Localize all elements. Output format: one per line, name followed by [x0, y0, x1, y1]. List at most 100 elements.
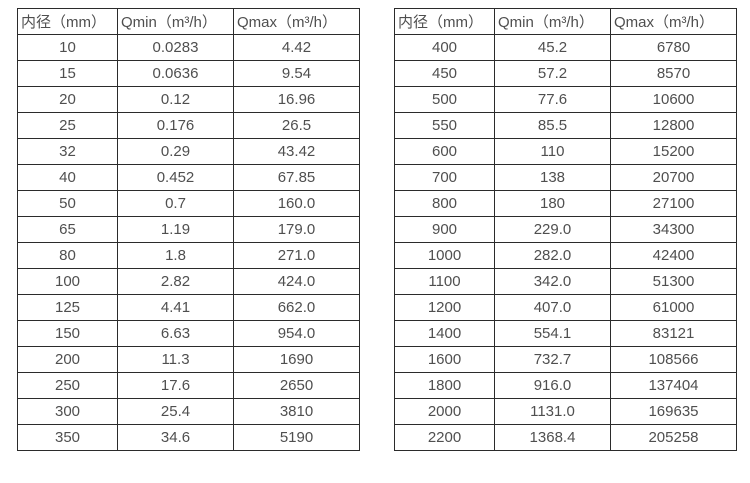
table-row: 1000 282.0 42400 — [394, 242, 737, 269]
column-header: 内径（mm） — [394, 8, 495, 35]
table-cell: 8570 — [610, 60, 737, 87]
table-header: 内径（mm） Qmin（m³/h） Qmax（m³/h） — [394, 8, 737, 35]
table-cell: 0.29 — [117, 138, 234, 165]
table-cell: 300 — [17, 398, 118, 425]
table-cell: 15200 — [610, 138, 737, 165]
table-cell: 205258 — [610, 424, 737, 451]
table-cell: 282.0 — [494, 242, 611, 269]
table-cell: 110 — [494, 138, 611, 165]
table-cell: 1400 — [394, 320, 495, 347]
header-row: 内径（mm） Qmin（m³/h） Qmax（m³/h） — [17, 8, 360, 35]
table-cell: 5190 — [233, 424, 360, 451]
table-cell: 80 — [17, 242, 118, 269]
table-cell: 43.42 — [233, 138, 360, 165]
table-row: 50 0.7 160.0 — [17, 190, 360, 217]
table-row: 900 229.0 34300 — [394, 216, 737, 243]
table-cell: 45.2 — [494, 34, 611, 61]
table-cell: 0.0636 — [117, 60, 234, 87]
table-cell: 32 — [17, 138, 118, 165]
flow-table-small-diameters: 内径（mm） Qmin（m³/h） Qmax（m³/h） 10 0.0283 4.42 1… — [17, 8, 360, 451]
table-cell: 250 — [17, 372, 118, 399]
table-cell: 1200 — [394, 294, 495, 321]
table-cell: 150 — [17, 320, 118, 347]
table-row: 1800 916.0 137404 — [394, 372, 737, 399]
table-cell: 137404 — [610, 372, 737, 399]
table-cell: 108566 — [610, 346, 737, 373]
table-cell: 100 — [17, 268, 118, 295]
table-cell: 61000 — [610, 294, 737, 321]
table-cell: 1000 — [394, 242, 495, 269]
flow-table-large-diameters: 内径（mm） Qmin（m³/h） Qmax（m³/h） 400 45.2 6780 45… — [394, 8, 737, 451]
table-row: 700 138 20700 — [394, 164, 737, 191]
table-cell: 2000 — [394, 398, 495, 425]
table-row: 100 2.82 424.0 — [17, 268, 360, 295]
table-row: 32 0.29 43.42 — [17, 138, 360, 165]
table-cell: 15 — [17, 60, 118, 87]
table-cell: 0.452 — [117, 164, 234, 191]
table-row: 450 57.2 8570 — [394, 60, 737, 87]
table-cell: 229.0 — [494, 216, 611, 243]
table-cell: 1600 — [394, 346, 495, 373]
table-row: 1100 342.0 51300 — [394, 268, 737, 295]
table-cell: 0.12 — [117, 86, 234, 113]
table-row: 600 110 15200 — [394, 138, 737, 165]
table-cell: 12800 — [610, 112, 737, 139]
table-cell: 16.96 — [233, 86, 360, 113]
table-row: 800 180 27100 — [394, 190, 737, 217]
table-cell: 67.85 — [233, 164, 360, 191]
table-row: 1400 554.1 83121 — [394, 320, 737, 347]
table-row: 500 77.6 10600 — [394, 86, 737, 113]
table-cell: 342.0 — [494, 268, 611, 295]
table-cell: 25 — [17, 112, 118, 139]
table-cell: 125 — [17, 294, 118, 321]
table-cell: 6780 — [610, 34, 737, 61]
table-cell: 25.4 — [117, 398, 234, 425]
table-cell: 180 — [494, 190, 611, 217]
table-cell: 11.3 — [117, 346, 234, 373]
table-cell: 85.5 — [494, 112, 611, 139]
table-cell: 200 — [17, 346, 118, 373]
table-cell: 1.19 — [117, 216, 234, 243]
table-cell: 27100 — [610, 190, 737, 217]
table-cell: 6.63 — [117, 320, 234, 347]
table-cell: 26.5 — [233, 112, 360, 139]
table-cell: 10600 — [610, 86, 737, 113]
table-cell: 1100 — [394, 268, 495, 295]
table-cell: 169635 — [610, 398, 737, 425]
column-header: 内径（mm） — [17, 8, 118, 35]
table-cell: 1.8 — [117, 242, 234, 269]
table-cell: 1368.4 — [494, 424, 611, 451]
table-body: 400 45.2 6780 450 57.2 8570 500 77.6 10600 550 85.… — [394, 34, 737, 451]
table-cell: 4.42 — [233, 34, 360, 61]
table-row: 2000 1131.0 169635 — [394, 398, 737, 425]
table-cell: 20 — [17, 86, 118, 113]
table-row: 200 11.3 1690 — [17, 346, 360, 373]
table-cell: 800 — [394, 190, 495, 217]
table-cell: 600 — [394, 138, 495, 165]
table-cell: 20700 — [610, 164, 737, 191]
table-cell: 51300 — [610, 268, 737, 295]
table-cell: 500 — [394, 86, 495, 113]
table-cell: 700 — [394, 164, 495, 191]
table-cell: 10 — [17, 34, 118, 61]
table-cell: 424.0 — [233, 268, 360, 295]
table-cell: 9.54 — [233, 60, 360, 87]
table-row: 65 1.19 179.0 — [17, 216, 360, 243]
table-cell: 554.1 — [494, 320, 611, 347]
table-cell: 400 — [394, 34, 495, 61]
table-row: 550 85.5 12800 — [394, 112, 737, 139]
table-cell: 1131.0 — [494, 398, 611, 425]
table-cell: 900 — [394, 216, 495, 243]
table-row: 25 0.176 26.5 — [17, 112, 360, 139]
header-row: 内径（mm） Qmin（m³/h） Qmax（m³/h） — [394, 8, 737, 35]
table-cell: 0.0283 — [117, 34, 234, 61]
table-cell: 450 — [394, 60, 495, 87]
column-header: Qmax（m³/h） — [233, 8, 360, 35]
table-cell: 3810 — [233, 398, 360, 425]
table-cell: 550 — [394, 112, 495, 139]
table-cell: 1800 — [394, 372, 495, 399]
flow-tables-container: 内径（mm） Qmin（m³/h） Qmax（m³/h） 10 0.0283 4.42 1… — [17, 8, 737, 451]
table-row: 1600 732.7 108566 — [394, 346, 737, 373]
table-cell: 50 — [17, 190, 118, 217]
table-row: 2200 1368.4 205258 — [394, 424, 737, 451]
